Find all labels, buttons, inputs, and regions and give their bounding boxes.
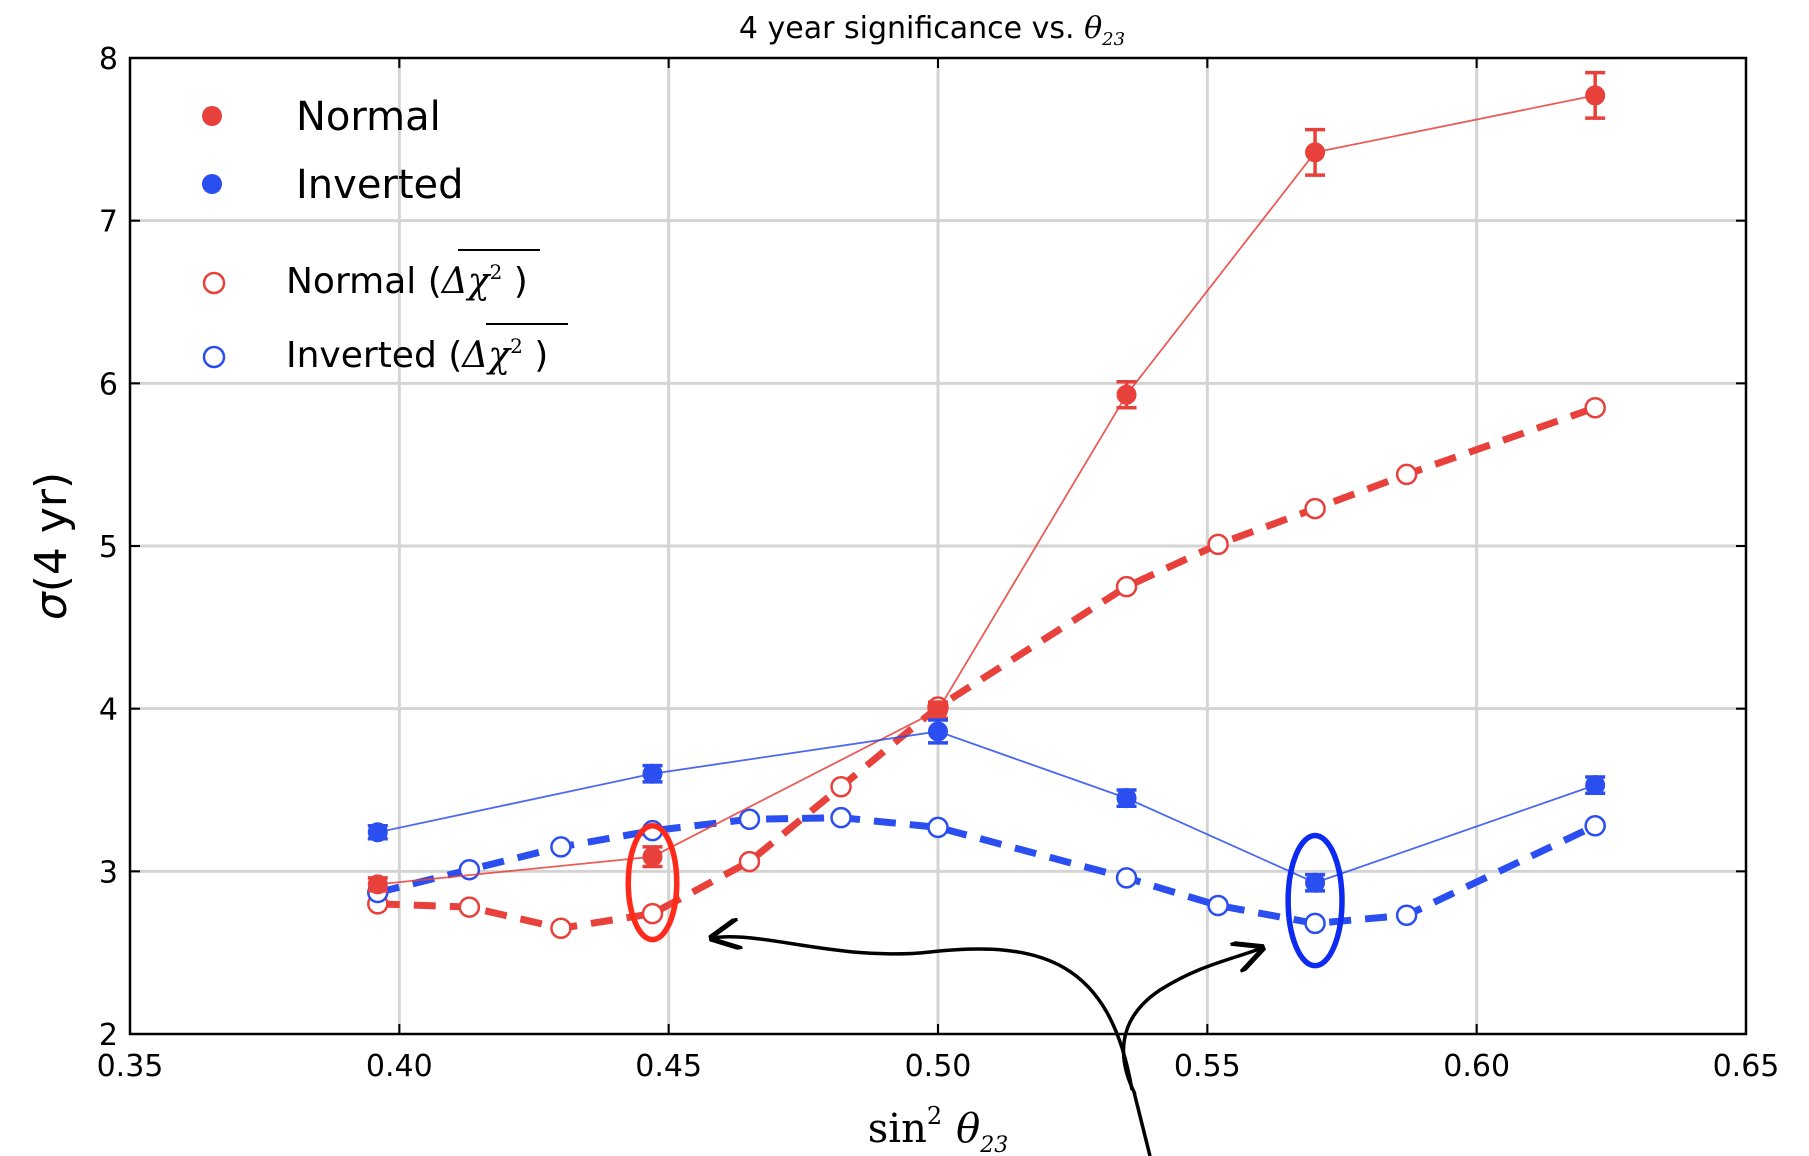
legend-marker-normal (202, 106, 222, 126)
chart-title: 4 year significance vs. θ23 (739, 11, 1125, 50)
x-tick-label: 0.35 (97, 1049, 164, 1084)
data-point (458, 896, 481, 918)
data-point (1115, 867, 1138, 889)
x-tick-label: 0.45 (635, 1049, 702, 1084)
data-point (1116, 788, 1137, 809)
data-point (1305, 872, 1326, 893)
data-point (1207, 533, 1229, 556)
data-point (1584, 396, 1606, 419)
data-point (1584, 815, 1606, 837)
y-tick-label: 2 (99, 1018, 118, 1053)
y-tick-label: 5 (99, 530, 118, 565)
data-point (1585, 775, 1606, 796)
legend-label-inverted-dchi2-post: ) (523, 335, 549, 376)
title-theta: θ (1084, 11, 1102, 46)
y-tick-label: 3 (99, 855, 118, 890)
data-point (1395, 904, 1418, 927)
data-point (738, 850, 761, 873)
highlight-ellipse (625, 823, 680, 943)
legend-label-inverted-dchi2: Inverted (Δχ2 ) (286, 334, 548, 376)
x-axis-label-sin: sin (868, 1106, 927, 1152)
data-point (550, 836, 572, 858)
x-axis-label-sub: 23 (979, 1133, 1008, 1156)
highlight-ellipse (1285, 832, 1345, 969)
callout-stem (1132, 1091, 1152, 1156)
legend-label-normal-dchi2-sup: 2 (490, 260, 503, 284)
x-axis-label-sup: 2 (927, 1102, 942, 1130)
x-tick-label: 0.65 (1713, 1049, 1780, 1084)
x-axis-label: sin2 θ23 (868, 1102, 1008, 1156)
series-layer (367, 70, 1606, 940)
legend-marker-inverted-dchi2 (202, 345, 226, 369)
y-tick-label: 6 (99, 367, 118, 402)
annotation-layer (625, 823, 1345, 969)
series-line (377, 730, 1596, 884)
plot-frame (128, 56, 1748, 1036)
y-axis-ticks: 2 3 4 5 6 7 8 (99, 42, 1746, 1053)
legend-label-inverted-dchi2-expr: Δχ (460, 335, 512, 376)
data-point (1116, 384, 1137, 405)
legend-label-normal-dchi2: Normal (Δχ2 ) (286, 260, 528, 302)
x-tick-label: 0.60 (1443, 1049, 1510, 1084)
y-axis-label-rest: (4 yr) (26, 472, 77, 592)
y-axis-label: σ(4 yr) (26, 472, 77, 620)
y-axis-label-sigma: σ (26, 591, 77, 620)
x-axis-ticks: 0.35 0.40 0.45 0.50 0.55 0.60 0.65 (97, 58, 1780, 1084)
data-point (367, 822, 388, 843)
y-tick-label: 7 (99, 205, 118, 240)
data-point (830, 775, 852, 798)
title-subscript: 23 (1101, 29, 1125, 50)
data-point (738, 808, 761, 831)
data-point (1207, 894, 1229, 917)
legend: Normal Inverted Normal (Δχ2 ) Inverted (… (202, 94, 568, 376)
title-main: 4 year significance vs. (739, 11, 1084, 46)
data-point (1115, 575, 1138, 598)
data-point (642, 763, 663, 784)
x-axis-label-theta: θ (956, 1106, 980, 1152)
series-inverted (367, 718, 1606, 893)
data-point (1304, 497, 1326, 520)
data-point (927, 816, 949, 839)
data-point (642, 846, 663, 867)
data-point (1304, 912, 1326, 935)
legend-label-normal-dchi2-expr: Δχ (440, 261, 492, 302)
legend-marker-inverted (202, 174, 222, 194)
legend-label-inverted: Inverted (296, 162, 464, 208)
data-point (1585, 85, 1606, 106)
data-point (830, 806, 852, 829)
legend-label-inverted-dchi2-sup: 2 (510, 334, 523, 358)
data-point (1395, 463, 1418, 486)
y-tick-label: 8 (99, 42, 118, 77)
legend-label-normal: Normal (296, 94, 441, 140)
legend-label-normal-dchi2-pre: Normal ( (286, 261, 442, 302)
callout-arrow-left (712, 937, 1134, 1091)
data-point (550, 917, 572, 940)
x-tick-label: 0.50 (905, 1049, 972, 1084)
data-point (367, 874, 388, 895)
series-normal (367, 70, 1606, 895)
data-point (1305, 142, 1326, 163)
legend-marker-normal-dchi2 (202, 271, 226, 295)
series-inverted (367, 806, 1606, 935)
x-tick-label: 0.40 (366, 1049, 433, 1084)
data-point (641, 902, 664, 925)
legend-label-inverted-dchi2-pre: Inverted ( (286, 335, 462, 376)
series-line (377, 94, 1596, 886)
callout-arrow-right (1121, 948, 1262, 1095)
data-point (928, 721, 948, 742)
series-line (376, 814, 1597, 927)
y-tick-label: 4 (99, 693, 118, 728)
legend-label-normal-dchi2-post: ) (502, 261, 528, 302)
series-normal (367, 396, 1606, 940)
data-point (928, 700, 948, 721)
x-tick-label: 0.55 (1174, 1049, 1241, 1084)
